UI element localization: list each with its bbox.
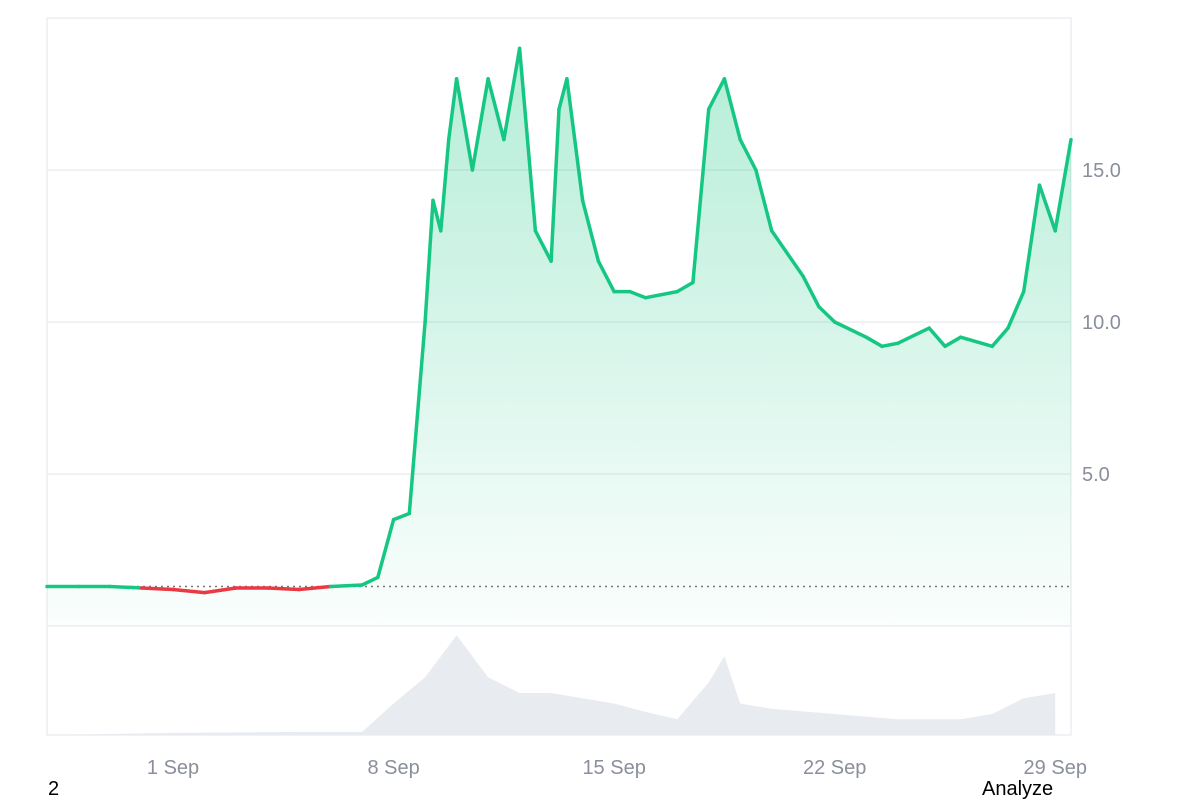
price-area: [47, 48, 1071, 626]
price-line-segment: [557, 77, 569, 111]
price-line-segment: [706, 77, 727, 111]
area-layer: [47, 48, 1071, 626]
price-line-segment: [958, 335, 994, 349]
price-line-segment: [1053, 137, 1073, 233]
y-tick-label: 10.0: [1082, 312, 1121, 334]
price-line-segment: [927, 326, 947, 349]
price-line-segment: [202, 586, 238, 595]
price-line-segment: [533, 229, 553, 263]
price-line-segment: [565, 77, 585, 203]
price-line-segment: [297, 584, 333, 592]
volume-layer: [47, 635, 1056, 735]
price-line-segment: [943, 335, 963, 349]
price-line-segment: [691, 107, 711, 285]
price-line-segment: [643, 289, 679, 300]
price-line-segment: [108, 584, 144, 590]
price-line-segment: [439, 137, 451, 233]
x-tick-label: 8 Sep: [367, 757, 419, 779]
x-tick-label: 29 Sep: [1024, 757, 1087, 779]
price-line-segment: [391, 511, 412, 522]
price-line-segment: [754, 168, 774, 233]
price-line-segment: [832, 320, 868, 339]
price-line-segment: [423, 198, 435, 324]
price-line-segment: [895, 326, 931, 346]
x-tick-label: 22 Sep: [803, 757, 866, 779]
price-line-segment: [486, 77, 506, 142]
x-axis-labels: 1 Sep 8 Sep 15 Sep 22 Sep 29 Sep: [147, 757, 1087, 779]
price-line-segment: [1006, 289, 1026, 330]
price-line-segment: [675, 280, 695, 294]
price-line-segment: [722, 77, 742, 142]
price-line-segment: [990, 326, 1010, 349]
price-line-segment: [1021, 183, 1042, 294]
y-axis-labels: 5.0 10.0 15.0: [1082, 160, 1121, 486]
price-line-segment: [446, 77, 459, 142]
price-line-segment: [407, 320, 427, 516]
price-line-segment: [265, 586, 301, 592]
x-tick-label: 1 Sep: [147, 757, 199, 779]
price-line-segment: [628, 289, 648, 300]
volume-area: [47, 635, 1056, 735]
price-line-segment: [596, 259, 616, 294]
price-line-segment: [454, 77, 475, 172]
y-tick-label: 5.0: [1082, 464, 1110, 486]
price-line-segment: [470, 77, 490, 172]
price-line-segment: [864, 335, 884, 349]
price-line-segment: [1037, 183, 1057, 233]
price-line-segment: [817, 305, 837, 324]
price-line-segment: [171, 587, 207, 595]
price-line-segment: [801, 274, 821, 309]
price-line-segment: [549, 107, 561, 263]
x-tick-label: 15 Sep: [582, 757, 645, 779]
footer-left-text: 2: [48, 778, 60, 800]
price-line-segment: [376, 517, 396, 580]
y-tick-label: 15.0: [1082, 160, 1121, 182]
price-line-segment: [502, 46, 522, 142]
analyze-link[interactable]: Analyze: [982, 778, 1054, 800]
price-line-segment: [580, 198, 601, 263]
price-line-segment: [769, 229, 805, 279]
price-line-segment: [139, 586, 175, 592]
price-line-segment: [328, 583, 364, 589]
line-layer: [45, 46, 1073, 595]
price-line-segment: [880, 341, 900, 349]
price-line-segment: [517, 46, 538, 233]
price-line-segment: [360, 575, 380, 587]
price-line-segment: [738, 137, 758, 172]
